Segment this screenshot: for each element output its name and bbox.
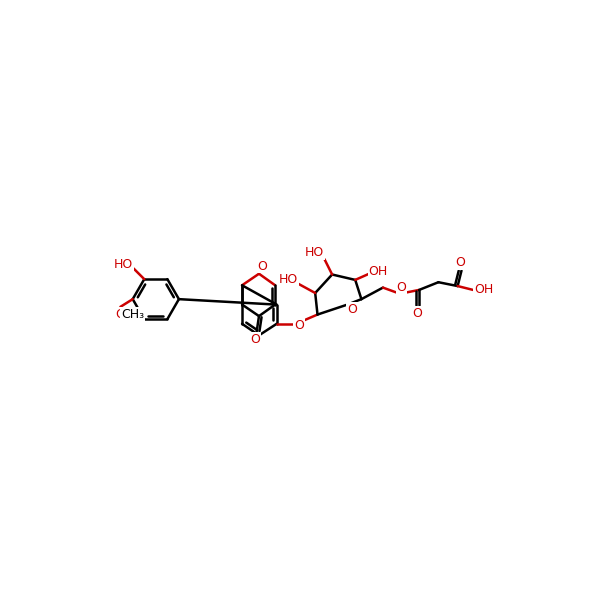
Text: O: O — [250, 332, 260, 346]
Text: HO: HO — [114, 258, 133, 271]
Text: HO: HO — [305, 247, 324, 259]
Text: O: O — [397, 281, 406, 294]
Text: O: O — [413, 307, 422, 320]
Text: O: O — [115, 308, 125, 321]
Text: O: O — [455, 256, 465, 269]
Text: OH: OH — [369, 265, 388, 278]
Text: OH: OH — [474, 283, 493, 296]
Text: O: O — [257, 260, 267, 272]
Text: O: O — [347, 302, 357, 316]
Text: CH₃: CH₃ — [121, 308, 144, 321]
Text: HO: HO — [278, 274, 298, 286]
Text: O: O — [294, 319, 304, 332]
